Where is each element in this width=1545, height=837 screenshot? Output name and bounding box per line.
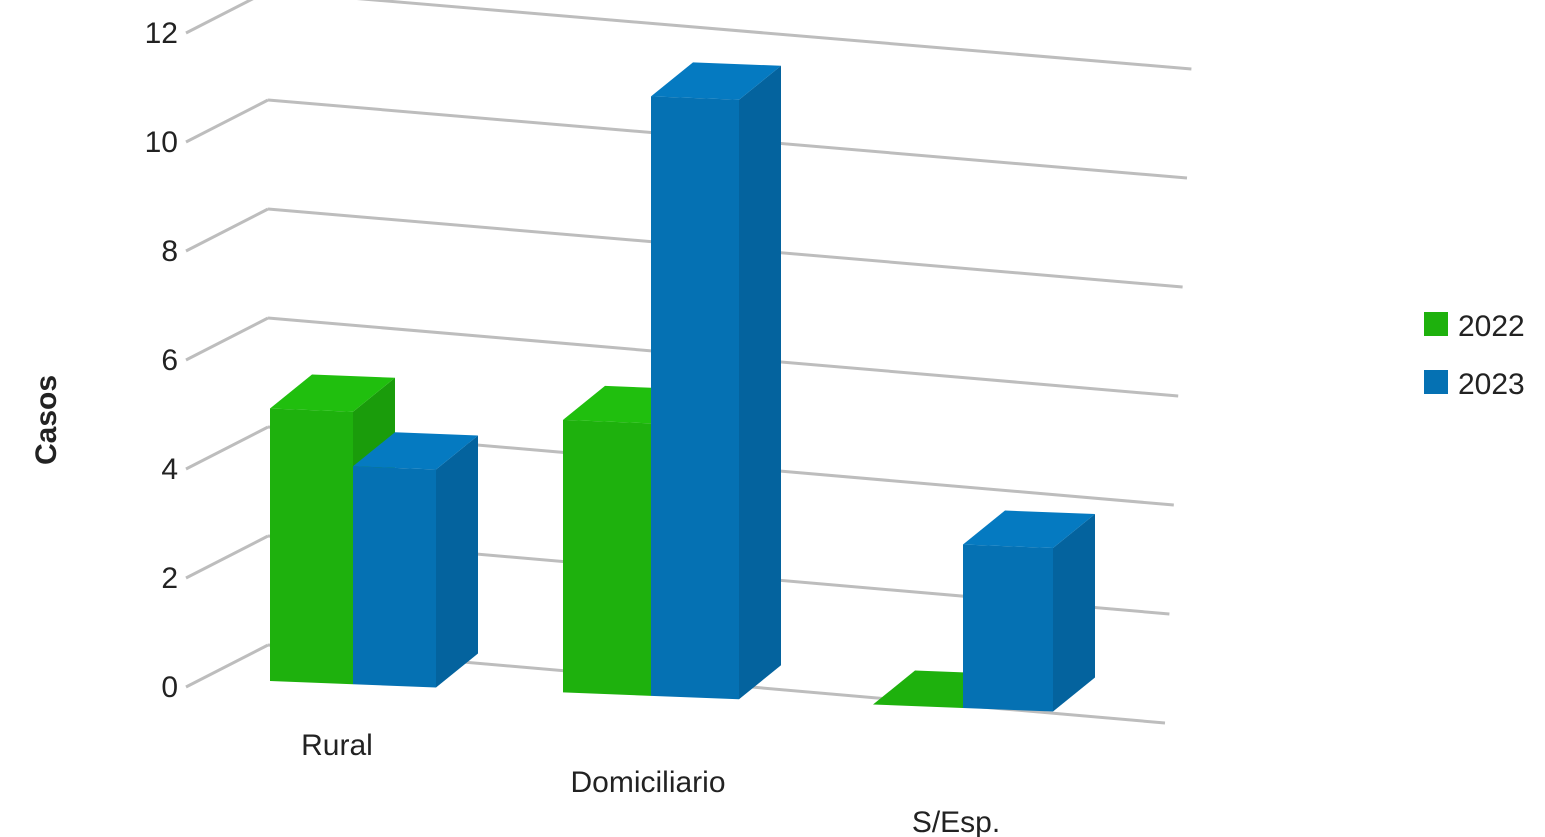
y-tick-label: 2: [161, 562, 178, 595]
bar-top: [270, 374, 395, 412]
y-tick-label: 8: [161, 235, 178, 268]
gridline: [356, 0, 1192, 71]
bar-top: [963, 510, 1095, 549]
x-category-label: Domiciliario: [570, 766, 725, 799]
y-axis-ticks: 0 2 4 6 8 10 12: [145, 17, 178, 704]
bar-front: [270, 408, 353, 685]
legend-label: 2023: [1458, 368, 1525, 401]
gridline-side: [185, 0, 254, 35]
gridline-side: [185, 643, 269, 689]
y-axis-title: Casos: [30, 375, 63, 465]
gridline-side: [185, 425, 269, 471]
legend: 2022 2023: [1424, 310, 1525, 401]
y-tick-label: 12: [145, 17, 178, 50]
bar-2023-Domiciliario: [651, 62, 781, 700]
bars: [270, 62, 1095, 712]
legend-swatch: [1424, 312, 1448, 336]
y-tick-label: 10: [145, 126, 178, 159]
x-axis-categories: Rural Domiciliario S/Esp.: [301, 729, 1000, 837]
bar-front: [353, 466, 436, 688]
y-tick-label: 4: [161, 453, 178, 486]
bar-side: [1053, 514, 1095, 712]
x-category-label: S/Esp.: [912, 806, 1000, 837]
legend-swatch: [1424, 370, 1448, 394]
bar-2023-Rural: [353, 432, 478, 688]
y-tick-label: 0: [161, 671, 178, 704]
bar-side: [436, 435, 478, 688]
gridline-side: [185, 98, 269, 144]
bar-top: [353, 432, 478, 470]
y-tick-label: 6: [161, 344, 178, 377]
gridline-side: [185, 316, 269, 362]
bar-2023-S/Esp.: [963, 510, 1095, 712]
bar-side: [739, 65, 781, 700]
bar-front: [563, 419, 651, 696]
bar-front: [963, 544, 1053, 712]
bar-front: [651, 96, 739, 700]
gridline-side: [185, 534, 269, 580]
x-category-label: Rural: [301, 729, 373, 762]
gridline-side: [185, 207, 269, 253]
bar-top: [651, 62, 781, 100]
legend-label: 2022: [1458, 310, 1525, 343]
